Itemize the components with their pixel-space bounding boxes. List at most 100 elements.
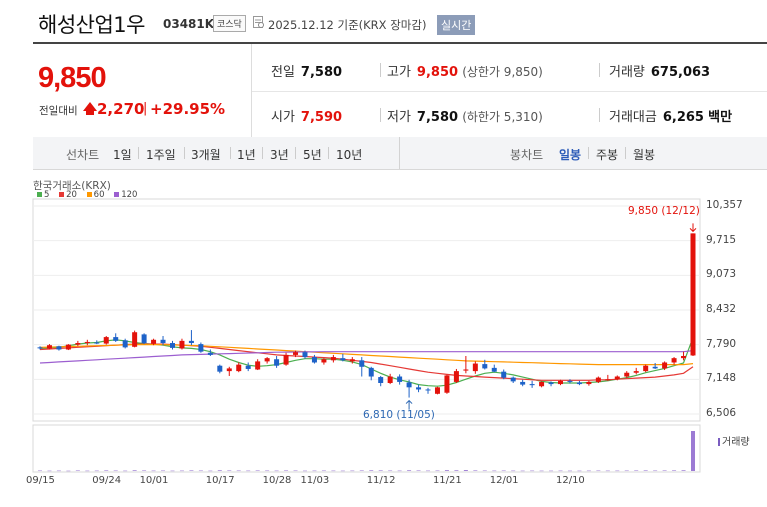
volume-bar xyxy=(530,470,535,472)
volume-bar xyxy=(426,470,431,472)
prev-close-label: 전일 xyxy=(271,65,295,80)
candle xyxy=(198,344,204,352)
candle xyxy=(293,352,299,355)
candle xyxy=(444,375,450,393)
high-label: 고가 xyxy=(387,65,411,80)
period-1w[interactable]: 1주일 xyxy=(146,148,176,162)
legend-item-ma60: 60 xyxy=(86,190,104,200)
volume-bar xyxy=(586,470,591,472)
candle xyxy=(472,363,478,372)
volume-bar xyxy=(274,470,279,472)
candle xyxy=(614,376,620,380)
up-arrow-icon-stem xyxy=(86,110,94,115)
amount-label: 거래대금 xyxy=(609,110,657,125)
cell-divider xyxy=(599,63,600,77)
candle xyxy=(359,360,365,367)
period-1y[interactable]: 1년 xyxy=(237,148,256,162)
volume-bar xyxy=(520,470,525,472)
lower-limit: (하한가 5,310) xyxy=(462,110,543,124)
open-value: 7,590 xyxy=(300,110,343,125)
volume-bar xyxy=(605,470,610,472)
y-tick-label: 7,148 xyxy=(706,372,737,385)
volume-bar xyxy=(567,470,572,472)
base-date: 2025.12.12 기준(KRX 장마감) xyxy=(268,18,427,32)
period-3m[interactable]: 3개월 xyxy=(191,148,221,162)
period-10y[interactable]: 10년 xyxy=(336,148,363,162)
volume-bar xyxy=(170,470,175,472)
candle xyxy=(274,359,280,366)
upper-limit: (상한가 9,850) xyxy=(462,65,543,79)
toolbar-section-divider xyxy=(399,137,400,169)
current-price: 9,850 xyxy=(38,62,107,94)
x-tick-label: 10/28 xyxy=(262,475,292,486)
volume-bar xyxy=(38,470,42,472)
change-rate: +29.95% xyxy=(150,100,226,118)
volume-bar xyxy=(198,470,203,472)
volume-bar xyxy=(691,431,695,471)
realtime-button[interactable]: 실시간 xyxy=(437,15,476,35)
candle xyxy=(368,367,374,377)
candle xyxy=(510,377,516,382)
volume-bar xyxy=(331,470,336,472)
volume-bar xyxy=(284,470,289,471)
y-tick-label: 10,357 xyxy=(706,199,743,211)
prev-close-value: 7,580 xyxy=(300,65,343,80)
volume-bar xyxy=(265,470,270,472)
candle xyxy=(46,345,52,349)
volume-bar xyxy=(161,470,166,472)
volume-bar xyxy=(634,470,639,471)
open-label: 시가 xyxy=(271,110,295,125)
candle xyxy=(482,364,488,369)
candle xyxy=(605,379,611,381)
candle xyxy=(539,381,545,387)
change-label: 전일대비 xyxy=(39,105,78,117)
x-tick-label: 10/17 xyxy=(205,475,235,486)
candle xyxy=(378,377,384,383)
y-tick-label: 8,432 xyxy=(706,303,737,315)
candle xyxy=(311,357,317,363)
price-chart[interactable] xyxy=(0,195,767,485)
volume-bar xyxy=(463,470,468,471)
volume-bar xyxy=(132,470,137,471)
stock-name: 해성산업1우 xyxy=(38,13,145,37)
ma120-line xyxy=(39,350,694,364)
period-5y[interactable]: 5년 xyxy=(303,148,322,162)
candle-monthly[interactable]: 월봉 xyxy=(633,148,656,162)
volume-bar xyxy=(151,470,156,472)
volume-bar xyxy=(227,470,232,471)
volume-bar xyxy=(407,470,412,471)
low-value: 7,580 xyxy=(416,110,459,125)
ma-legend: 5 20 60 120 xyxy=(37,190,144,200)
volume-bar xyxy=(473,470,478,471)
volume-bar xyxy=(56,470,61,472)
volume-bar xyxy=(416,470,421,471)
candle xyxy=(169,343,175,348)
toolbar-divider xyxy=(138,147,139,159)
document-icon xyxy=(253,16,264,28)
candle xyxy=(681,355,687,359)
volume-legend: 거래량 xyxy=(718,433,750,448)
candle xyxy=(236,364,242,372)
candle xyxy=(425,389,431,391)
volume-bar xyxy=(236,470,241,472)
candle xyxy=(245,365,251,369)
candle xyxy=(113,337,119,341)
volume-bar xyxy=(501,470,506,472)
volume-bar xyxy=(624,470,629,472)
volume-bar xyxy=(312,470,317,472)
candle xyxy=(387,376,393,383)
candle xyxy=(576,382,582,385)
current-price-panel: 9,850 전일대비 2,270 | +29.95% xyxy=(33,44,252,139)
volume-bar xyxy=(615,470,620,472)
volume-bar xyxy=(388,470,393,472)
volume-bar xyxy=(662,470,667,471)
cell-divider xyxy=(380,63,381,77)
candle-daily[interactable]: 일봉 xyxy=(559,148,582,162)
candle xyxy=(302,352,308,358)
volume-bar xyxy=(549,470,554,472)
period-1d[interactable]: 1일 xyxy=(113,148,132,162)
day-low: 저가 7,580 (하한가 5,310) xyxy=(387,106,543,125)
candle-weekly[interactable]: 주봉 xyxy=(596,148,619,162)
stock-code: 03481K xyxy=(163,17,215,31)
period-3y[interactable]: 3년 xyxy=(270,148,289,162)
